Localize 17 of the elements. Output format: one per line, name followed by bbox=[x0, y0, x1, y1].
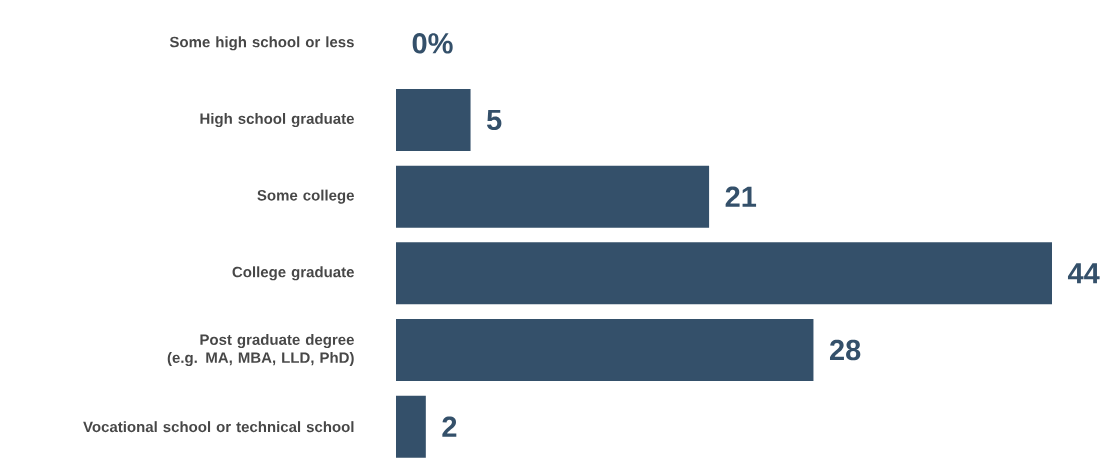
bar bbox=[396, 165, 710, 228]
data-label: 44 bbox=[1067, 263, 1100, 284]
y-tick-label: Some college bbox=[257, 189, 354, 204]
y-tick-label: High school graduate bbox=[200, 112, 354, 128]
data-label: 2 bbox=[442, 416, 457, 437]
bar bbox=[396, 242, 1052, 305]
y-tick-label: College graduate bbox=[232, 266, 354, 281]
bar bbox=[396, 318, 814, 381]
bar bbox=[396, 89, 471, 151]
y-tick-label: Post graduate degree (e.g. MA, MBA, LLD, PhD) bbox=[167, 333, 354, 367]
y-tick-label: Vocational school or technical school bbox=[83, 421, 354, 433]
bar bbox=[396, 395, 426, 458]
data-label: 28 bbox=[829, 339, 861, 361]
data-label: 21 bbox=[725, 186, 757, 207]
y-tick-label: Some high school or less bbox=[169, 36, 354, 51]
data-label: 0% bbox=[412, 33, 453, 54]
data-label: 5 bbox=[486, 109, 502, 131]
